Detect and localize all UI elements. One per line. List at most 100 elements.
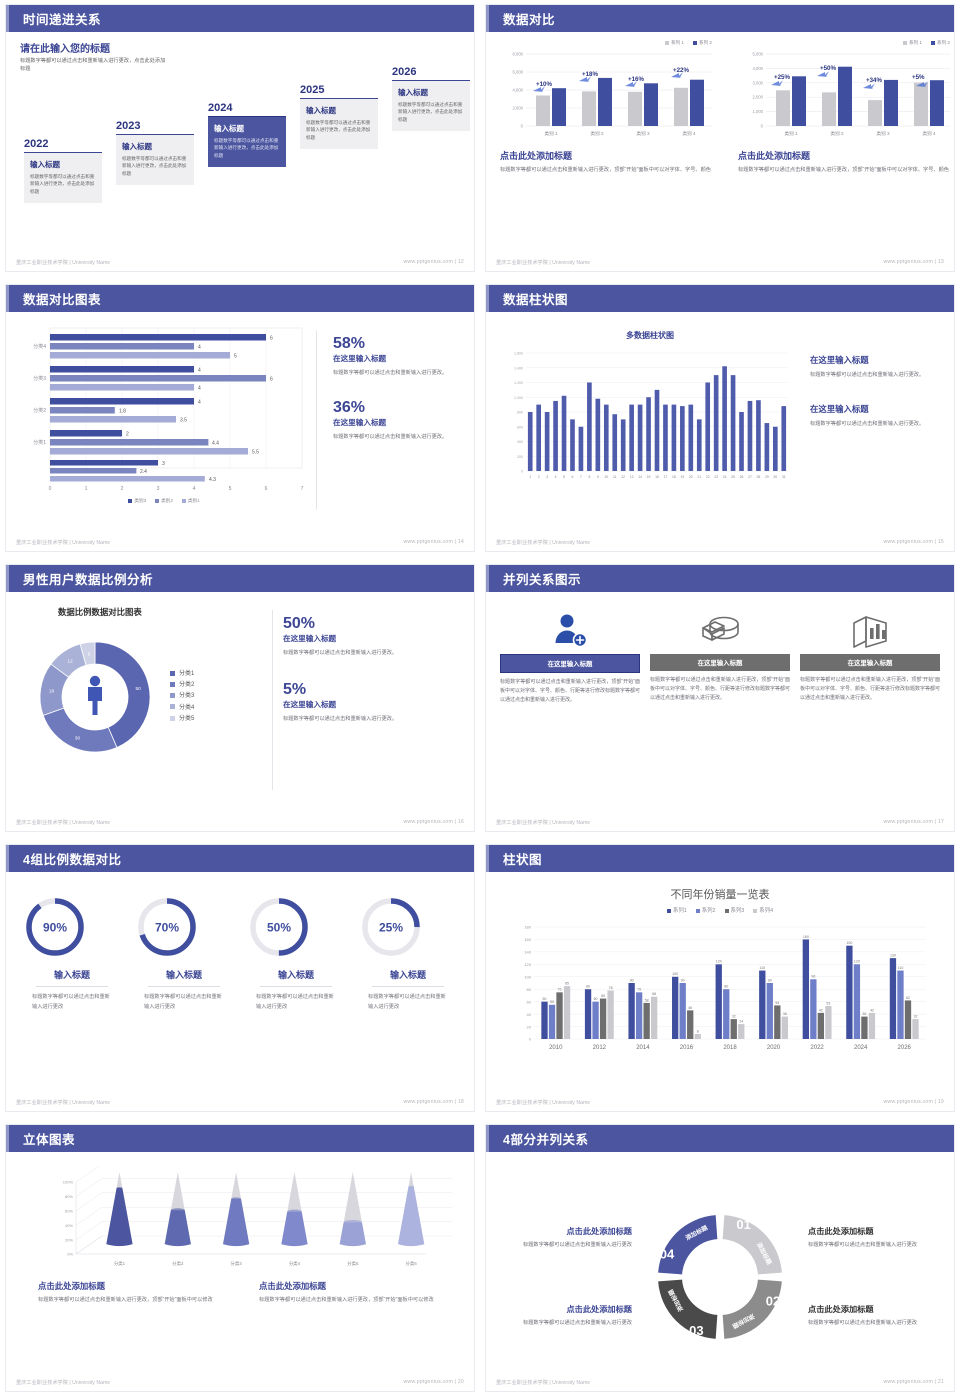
svg-text:分类5: 分类5 — [347, 1260, 359, 1267]
block-title: 点击此处添加标题 — [566, 1304, 632, 1314]
timeline-item-title: 输入标题 — [214, 124, 244, 133]
svg-text:4.4: 4.4 — [212, 441, 219, 447]
svg-text:2014: 2014 — [636, 1045, 650, 1051]
svg-text:分类3: 分类3 — [231, 1260, 243, 1267]
stat-body: 标题数字等都可以通过点击和重新输入进行更改。 — [810, 420, 925, 427]
bar-chart-left: 8,000 6,000 4,000 2,000 0 +10% +18% — [513, 52, 712, 137]
svg-text:6: 6 — [572, 475, 574, 479]
stat-value: 50% — [283, 615, 316, 632]
svg-text:4,000: 4,000 — [753, 66, 764, 71]
svg-text:2: 2 — [121, 486, 124, 492]
slide-thumbnail-data-compare[interactable]: 数据对比 系列 1 系列 2 8,00 — [480, 0, 960, 280]
svg-text:1,400: 1,400 — [514, 366, 523, 370]
svg-text:800: 800 — [517, 411, 523, 415]
slide-header: 数据对比图表 — [6, 285, 474, 312]
svg-text:46: 46 — [688, 1006, 692, 1010]
timeline-item-body: 标题数字等都可以通过点击和重新输入进行更改，点击此处添加标题 — [122, 156, 187, 176]
svg-text:28: 28 — [757, 475, 761, 479]
svg-text:分类6: 分类6 — [406, 1260, 418, 1267]
block-body: 标题数字等都可以通过点击和重新输入进行更改 — [808, 1242, 917, 1249]
timeline-item[interactable]: 2026 输入标题 标题数字等都可以通过点击和重新输入进行更改，点击此处添加标题 — [392, 66, 470, 132]
slide-title: 4组比例数据对比 — [23, 853, 122, 867]
stats-column: 50% 在这里输入标题 标题数字等都可以通过点击和重新输入进行更改。 5% 在这… — [283, 606, 460, 831]
ring-item[interactable]: 90% 输入标题 标题数字等都可以通过点击和重新输入进行更改 — [20, 892, 124, 1013]
svg-text:分类2: 分类2 — [33, 407, 46, 414]
year-sales-chart: 0204060801001201401601806055758520108060… — [524, 925, 926, 1051]
parallel-card[interactable]: 在这里输入标题 标题数字等都可以通过点击和重新输入进行更改，顶部“开始”面板中可… — [800, 606, 940, 705]
svg-text:+16%: +16% — [628, 76, 644, 83]
timeline-item[interactable]: 2022 输入标题 标题数字等都可以通过点击和重新输入进行更改，点击此处添加标题 — [24, 138, 102, 204]
svg-text:17: 17 — [664, 475, 668, 479]
footer-right: www.pptgenius.com | 16 — [403, 819, 464, 825]
timeline-item[interactable]: 2023 输入标题 标题数字等都可以通过点击和重新输入进行更改，点击此处添加标题 — [116, 120, 194, 186]
svg-text:4: 4 — [198, 368, 201, 374]
svg-text:+34%: +34% — [866, 77, 882, 84]
svg-text:20: 20 — [689, 475, 693, 479]
stats-column: 58% 在这里输入标题 标题数字等都可以通过点击和重新输入进行更改。 36% 在… — [325, 326, 460, 551]
slide-thumbnail-donut[interactable]: 男性用户数据比例分析 数据比例数据对比图表 50 30 18 12 5 分类1 分类2 … — [0, 560, 480, 840]
stat-block: 在这里输入标题 标题数字等都可以通过点击和重新输入进行更改。 — [810, 403, 940, 430]
svg-text:100: 100 — [524, 974, 531, 979]
slide-thumbnail-timeline[interactable]: 时间递进关系 请在此输入您的标题 标题数字等都可以通过点击和重新输入进行更改，点… — [0, 0, 480, 280]
ring-item[interactable]: 70% 输入标题 标题数字等都可以通过点击和重新输入进行更改 — [132, 892, 236, 1013]
svg-text:130: 130 — [890, 954, 896, 958]
ring-item[interactable]: 25% 输入标题 标题数字等都可以通过点击和重新输入进行更改 — [356, 892, 460, 1013]
stat-title: 在这里输入标题 — [283, 633, 337, 643]
stat-value: 58% — [333, 335, 366, 352]
slide-thumbnail-parallel[interactable]: 并列关系图示 在这里输入标题 标题数字等都可以通过点击和重新输入进行更改，顶部“… — [480, 560, 960, 840]
svg-text:36: 36 — [783, 1012, 787, 1016]
svg-text:7: 7 — [580, 475, 582, 479]
svg-text:4,000: 4,000 — [513, 88, 524, 93]
svg-text:12: 12 — [68, 659, 74, 664]
svg-text:18: 18 — [49, 688, 55, 693]
svg-text:类别 2: 类别 2 — [830, 130, 843, 137]
compare-block-left: 系列 1 系列 2 8,000 6,000 4,000 2,000 0 — [500, 40, 718, 271]
slide-thumbnail-cone[interactable]: 立体图表 0% 20% 40% 60% 80% 100% 分类1 分类2 分类3 分类4 分类5 分类… — [0, 1120, 480, 1400]
svg-text:11: 11 — [613, 475, 617, 479]
svg-text:8,000: 8,000 — [513, 52, 524, 57]
svg-text:100: 100 — [672, 972, 678, 976]
donut-legend: 分类1 分类2 分类3 分类4 分类5 — [170, 669, 194, 724]
slide-footer: 重庆工业职业技术学院 | University Name www.pptgeni… — [486, 1095, 954, 1109]
svg-text:29: 29 — [765, 475, 769, 479]
slide-thumbnail-hbar[interactable]: 数据对比图表 6 4 5 分类4 4 6 — [0, 280, 480, 560]
svg-text:3.5: 3.5 — [180, 418, 187, 424]
svg-text:类别 2: 类别 2 — [590, 130, 603, 137]
timeline-item-active[interactable]: 2024 输入标题 标题数字等都可以通过点击和重新输入进行更改，点击此处添加标题 — [208, 102, 286, 168]
svg-text:90: 90 — [630, 978, 634, 982]
svg-text:+10%: +10% — [536, 81, 552, 88]
timeline-item[interactable]: 2025 输入标题 标题数字等都可以通过点击和重新输入进行更改，点击此处添加标题 — [300, 84, 378, 150]
svg-text:12: 12 — [621, 475, 625, 479]
footer-left: 重庆工业职业技术学院 | University Name — [496, 539, 591, 546]
slide-thumbnail-year-sales[interactable]: 柱状图 不同年份销量一览表 系列1 系列2 系列3 系列4 0 20 40 60 80 1… — [480, 840, 960, 1120]
svg-text:分类1: 分类1 — [114, 1260, 126, 1267]
svg-text:75: 75 — [637, 988, 641, 992]
svg-text:类别 3: 类别 3 — [636, 130, 649, 137]
svg-text:+18%: +18% — [582, 71, 598, 78]
stat-body: 标题数字等都可以通过点击和重新输入进行更改。 — [333, 369, 448, 376]
svg-text:1,600: 1,600 — [514, 352, 523, 356]
text-block: 点击此处添加标题 标题数字等都可以通过点击和重新输入进行更改 — [808, 1225, 940, 1250]
svg-text:8: 8 — [697, 1029, 699, 1033]
parallel-card[interactable]: 在这里输入标题 标题数字等都可以通过点击和重新输入进行更改，顶部“开始”面板中可… — [650, 606, 790, 705]
svg-text:02: 02 — [766, 1293, 780, 1308]
svg-text:600: 600 — [517, 425, 523, 429]
svg-text:18: 18 — [672, 475, 676, 479]
svg-text:2016: 2016 — [680, 1045, 694, 1051]
slide-title: 4部分并列关系 — [503, 1133, 589, 1147]
slide-thumbnail-rings[interactable]: 4组比例数据对比 90% 输入标题 标题数字等都可以通过点击和重新输入进行更改 … — [0, 840, 480, 1120]
ring-body: 标题数字等都可以通过点击和重新输入进行更改 — [144, 994, 222, 1010]
slide-thumbnail-column[interactable]: 数据柱状图 多数据柱状图 1,600 1,400 1,200 1,000 800 600 4… — [480, 280, 960, 560]
right-text-column: 点击此处添加标题 标题数字等都可以通过点击和重新输入进行更改 点击此处添加标题 … — [808, 1209, 940, 1344]
svg-text:70%: 70% — [155, 921, 179, 935]
svg-text:32: 32 — [732, 1014, 736, 1018]
footer-right: www.pptgenius.com | 20 — [403, 1379, 464, 1385]
block-title: 点击此处添加标题 — [738, 151, 811, 161]
ring-item[interactable]: 50% 输入标题 标题数字等都可以通过点击和重新输入进行更改 — [244, 892, 348, 1013]
footer-right: www.pptgenius.com | 12 — [403, 259, 464, 265]
parallel-card[interactable]: 在这里输入标题 标题数字等都可以通过点击和重新输入进行更改，顶部“开始”面板中可… — [500, 606, 640, 705]
svg-text:4: 4 — [555, 475, 557, 479]
svg-text:60%: 60% — [65, 1209, 73, 1214]
slide-thumbnail-four-part[interactable]: 4部分并列关系 点击此处添加标题 标题数字等都可以通过点击和重新输入进行更改 点… — [480, 1120, 960, 1400]
